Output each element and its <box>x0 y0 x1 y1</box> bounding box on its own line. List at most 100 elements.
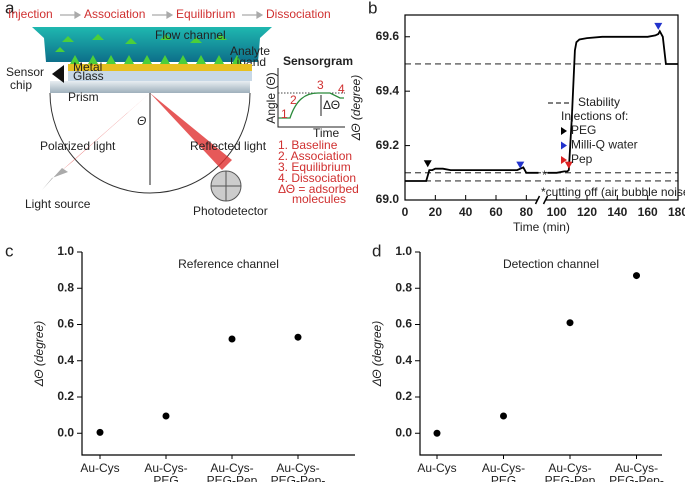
light-source <box>42 168 68 190</box>
x-tick-label: Au-Cys- <box>144 461 187 475</box>
reflected-beam <box>150 93 232 170</box>
injection-marker <box>564 161 573 169</box>
x-tick-label: 0 <box>402 205 409 219</box>
label: Θ <box>137 114 146 128</box>
y-tick-label: 1.0 <box>57 244 74 258</box>
x-tick-label: Au-Cys <box>80 461 119 475</box>
label: Flow channel <box>155 28 226 42</box>
incident-beam <box>60 93 150 172</box>
inset-legend: 2. Association <box>278 149 352 163</box>
label: Photodetector <box>193 204 268 218</box>
x-tick-label: 160 <box>638 205 658 219</box>
y-tick-label: 0.2 <box>395 389 412 403</box>
annotation: * <box>542 168 547 182</box>
x-tick-label: PEG-Pep- <box>271 474 326 482</box>
data-point <box>566 319 574 327</box>
x-tick-label: 20 <box>429 205 443 219</box>
label: Light source <box>25 197 91 211</box>
x-axis-label: Time (min) <box>513 220 570 234</box>
panel-label: d <box>372 241 381 260</box>
axis-break <box>534 195 549 205</box>
y-tick-label: 0.8 <box>57 280 74 294</box>
metal-layer <box>68 64 252 71</box>
phase: 2 <box>290 93 297 107</box>
inset-y-label: Angle (Θ) <box>264 72 278 123</box>
y-axis-label: ΔΘ (degree) <box>349 75 363 141</box>
data-line <box>405 29 678 182</box>
flow-channel <box>32 27 272 62</box>
injection-marker <box>654 22 663 30</box>
y-tick-label: 0.4 <box>395 353 412 367</box>
x-tick-label: 140 <box>607 205 627 219</box>
x-tick-label: Au-Cys- <box>276 461 319 475</box>
legend-marker <box>561 141 567 150</box>
glass-layer <box>68 71 252 81</box>
x-tick-label: Au-Cys <box>417 461 456 475</box>
inset-legend: ΔΘ = adsorbed <box>278 182 359 196</box>
spr-diagram: Injection Association Equilibrium Dissoc… <box>6 7 359 218</box>
chart-title: Reference channel <box>178 257 279 271</box>
detector-cross <box>211 171 241 201</box>
phase: 4 <box>338 82 345 96</box>
axes <box>81 252 355 456</box>
label: Glass <box>73 69 104 83</box>
y-tick-label: 0.6 <box>395 317 412 331</box>
label: Polarized light <box>40 139 116 153</box>
legend-title: Injections of: <box>561 109 628 123</box>
injection-marker <box>423 160 432 168</box>
legend-label: Pep <box>571 152 593 166</box>
x-tick-label: 60 <box>489 205 503 219</box>
inset-x-label: Time <box>313 126 340 140</box>
data-point <box>294 333 302 341</box>
step: Association <box>84 7 145 21</box>
legend-marker <box>561 156 567 164</box>
y-tick-label: 69.2 <box>376 138 400 152</box>
step: Dissociation <box>266 7 331 21</box>
note: *cutting off (air bubble noise) <box>541 185 685 199</box>
inset-title: Sensorgram <box>283 54 353 68</box>
label: Analyte <box>230 44 270 58</box>
panel-label: c <box>5 241 14 260</box>
x-tick-label: PEG <box>153 474 178 482</box>
data-point <box>162 412 170 420</box>
inset-legend: 3. Equilibrium <box>278 160 351 174</box>
step: Injection <box>8 7 53 21</box>
label: chip <box>10 78 32 92</box>
x-tick-label: 120 <box>577 205 597 219</box>
phase: 3 <box>317 78 324 92</box>
chip-arrow <box>52 65 64 83</box>
x-tick-label: Au-Cys- <box>548 461 591 475</box>
y-axis-label: ΔΘ (degree) <box>32 321 46 387</box>
y-axis-label: ΔΘ (degree) <box>370 321 384 387</box>
axes <box>419 252 662 456</box>
legend-label: Stability <box>578 95 620 109</box>
inset-axes <box>277 68 345 128</box>
x-tick-label: PEG-Pep- <box>609 474 664 482</box>
inset-legend: 4. Dissociation <box>278 171 356 185</box>
inset-delta: ΔΘ <box>323 98 340 112</box>
label: Sensor <box>6 65 44 79</box>
data-point <box>96 428 104 436</box>
x-tick-label: Au-Cys- <box>210 461 253 475</box>
chart-title: Detection channel <box>503 257 599 271</box>
axis-break-gap <box>537 196 546 204</box>
y-tick-label: 69.0 <box>376 192 400 206</box>
prism-arc <box>49 92 251 194</box>
data-point <box>633 272 640 280</box>
prism <box>50 81 250 93</box>
x-tick-label: 40 <box>459 205 473 219</box>
y-tick-label: 0.4 <box>57 353 74 367</box>
legend-label: Milli-Q water <box>571 138 638 152</box>
x-tick-label: PEG-Pep <box>207 474 258 482</box>
injection-marker <box>516 161 525 169</box>
y-tick-label: 0.2 <box>57 389 74 403</box>
x-tick-label: 80 <box>520 205 534 219</box>
data-point <box>228 335 236 343</box>
x-tick-label: PEG <box>491 474 516 482</box>
x-tick-label: Au-Cys- <box>615 461 658 475</box>
legend-label: PEG <box>571 123 596 137</box>
label: Metal <box>73 60 102 74</box>
x-tick-label: 100 <box>547 205 567 219</box>
step: Equilibrium <box>176 7 235 21</box>
